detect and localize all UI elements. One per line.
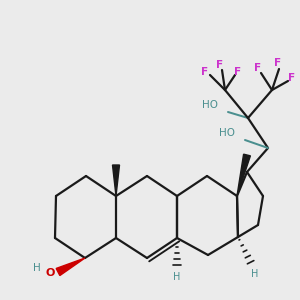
Text: F: F <box>234 67 242 77</box>
Polygon shape <box>112 165 119 196</box>
Polygon shape <box>56 258 85 276</box>
Text: H: H <box>33 263 41 273</box>
Text: O: O <box>45 268 55 278</box>
Text: H: H <box>173 272 181 282</box>
Text: HO: HO <box>219 128 235 138</box>
Text: F: F <box>288 73 296 83</box>
Text: F: F <box>254 63 262 73</box>
Text: F: F <box>274 58 282 68</box>
Polygon shape <box>237 154 250 196</box>
Text: F: F <box>201 67 208 77</box>
Text: HO: HO <box>202 100 218 110</box>
Text: H: H <box>251 269 259 279</box>
Text: F: F <box>216 60 224 70</box>
